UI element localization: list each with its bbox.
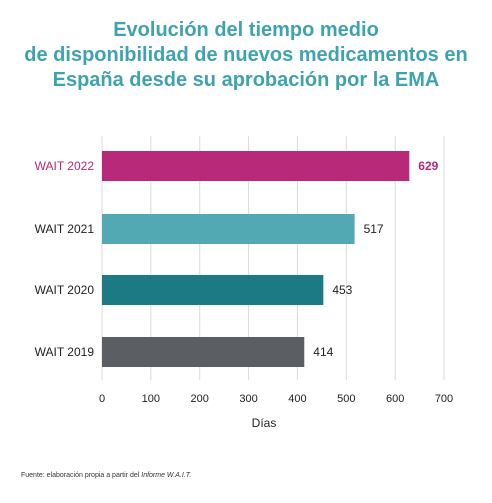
value-label: 517 — [364, 222, 384, 236]
category-label: WAIT 2019 — [35, 345, 95, 359]
source-report-name: Informe W.A.I.T. — [141, 472, 192, 479]
value-label: 453 — [332, 283, 352, 297]
chart-title-line-2: de disponibilidad de nuevos medicamentos… — [24, 44, 468, 66]
x-axis-title: Días — [252, 416, 277, 430]
x-tick-label: 0 — [99, 393, 105, 405]
category-label: WAIT 2022 — [35, 159, 95, 173]
x-tick-label: 500 — [337, 393, 355, 405]
bar-wait-2019 — [102, 337, 305, 367]
bar-wait-2021 — [102, 214, 355, 244]
x-tick-label: 200 — [191, 393, 209, 405]
x-tick-label: 600 — [386, 393, 404, 405]
source-note: Fuente: elaboración propia a partir del … — [21, 472, 191, 479]
chart-title-line-3: España desde su aprobación por la EMA — [52, 69, 440, 91]
x-tick-label: 400 — [288, 393, 306, 405]
chart-title-line-1: Evolución del tiempo medio — [113, 19, 379, 41]
value-label: 629 — [418, 159, 438, 173]
x-tick-label: 100 — [142, 393, 160, 405]
category-label: WAIT 2021 — [35, 222, 95, 236]
x-tick-label: 300 — [239, 393, 257, 405]
category-label: WAIT 2020 — [35, 283, 95, 297]
value-label: 414 — [313, 345, 333, 359]
bar-wait-2022 — [102, 151, 410, 181]
x-tick-label: 700 — [435, 393, 453, 405]
chart-title: Evolución del tiempo medio de disponibil… — [0, 18, 492, 93]
bar-wait-2020 — [102, 275, 324, 305]
source-prefix: Fuente: elaboración propia a partir del — [21, 472, 142, 479]
